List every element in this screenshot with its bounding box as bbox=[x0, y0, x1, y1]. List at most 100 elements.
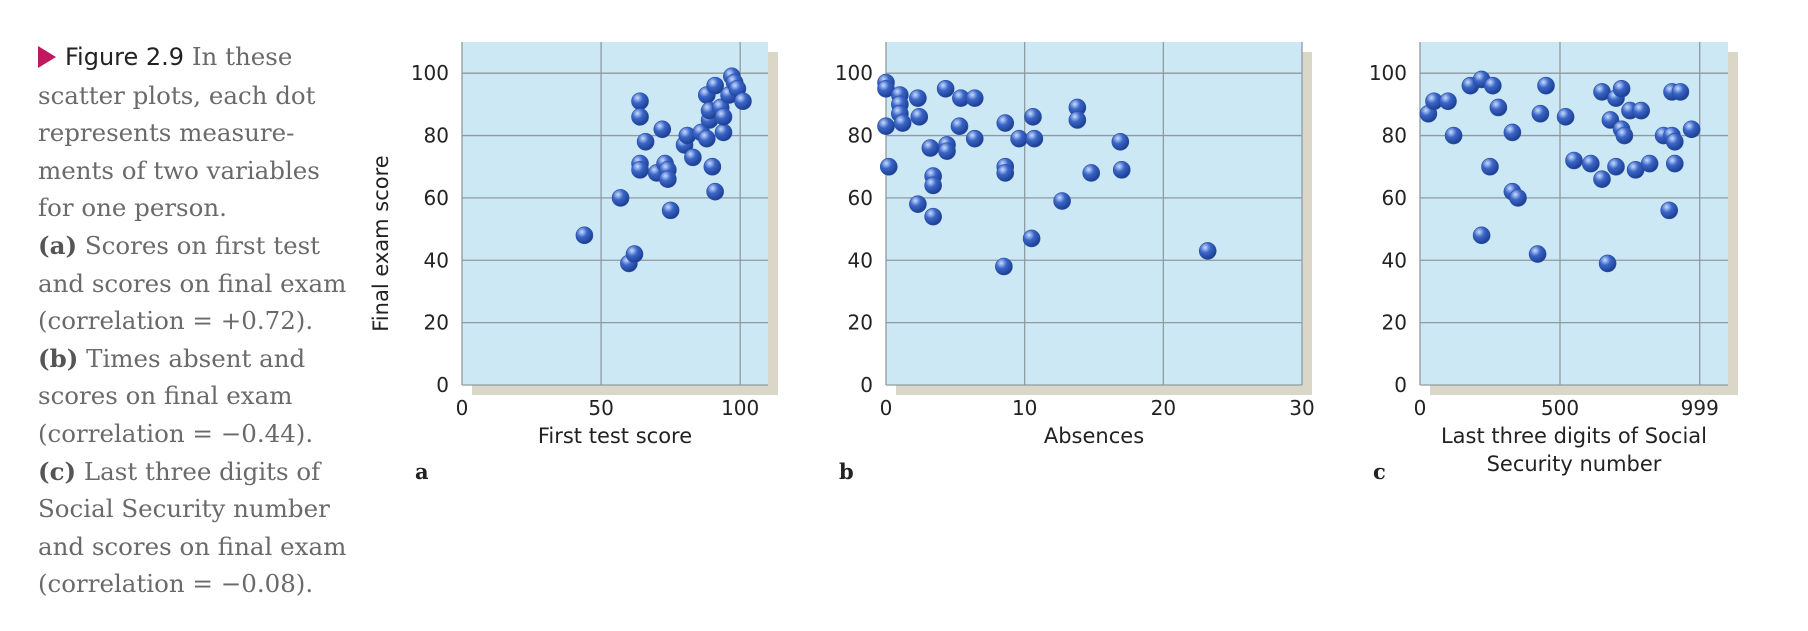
scatter-point bbox=[631, 92, 649, 111]
scatter-point bbox=[1068, 111, 1087, 129]
scatter-point bbox=[1010, 129, 1028, 148]
scatter-point bbox=[921, 139, 940, 157]
y-tick-label: 80 bbox=[848, 124, 873, 148]
scatter-point bbox=[1607, 157, 1625, 176]
plot-background bbox=[462, 42, 768, 385]
scatter-point bbox=[706, 182, 724, 201]
scatter-point bbox=[1531, 104, 1550, 123]
x-tick-label: 999 bbox=[1681, 396, 1719, 420]
y-tick-label: 20 bbox=[1382, 311, 1407, 335]
scatter-point bbox=[950, 117, 969, 135]
x-tick-label: 30 bbox=[1289, 396, 1314, 420]
y-tick-label: 80 bbox=[424, 124, 449, 148]
caption-part-b: (b) Times absent and scores on final exa… bbox=[38, 340, 358, 453]
scatter-point bbox=[1484, 76, 1502, 95]
scatter-point bbox=[661, 201, 680, 220]
scatter-panel-c: 0 20 40 60 80 100 0 500 999 Last three digits of … bbox=[1369, 42, 1738, 484]
scatter-point bbox=[965, 129, 984, 148]
x-tick-label: 0 bbox=[880, 396, 893, 420]
y-tick-label: 40 bbox=[848, 248, 873, 272]
y-tick-label: 40 bbox=[424, 248, 449, 272]
y-tick-label: 80 bbox=[1382, 124, 1407, 148]
scatter-point bbox=[910, 108, 929, 126]
scatter-point bbox=[909, 195, 927, 213]
caption-part-a: (a) Scores on first test and scores on f… bbox=[38, 227, 358, 340]
panel-label: a bbox=[415, 459, 429, 484]
caption-part-label: (b) bbox=[38, 343, 79, 373]
scatter-point bbox=[631, 108, 649, 126]
panel-label: b bbox=[839, 459, 854, 484]
scatter-point bbox=[703, 157, 722, 176]
scatter-point bbox=[1612, 79, 1631, 98]
scatter-point bbox=[965, 89, 984, 107]
scatter-point bbox=[1640, 154, 1659, 173]
scatter-point bbox=[938, 142, 956, 160]
x-tick-label: 0 bbox=[456, 396, 469, 420]
x-axis-label: Absences bbox=[1044, 424, 1144, 448]
scatter-point bbox=[1666, 132, 1684, 151]
scatter-point bbox=[611, 189, 630, 207]
caption-part-text: Last three digits of Social Security num… bbox=[38, 456, 347, 599]
scatter-point bbox=[1439, 92, 1457, 111]
scatter-point bbox=[996, 164, 1015, 182]
scatter-point bbox=[1582, 154, 1600, 173]
scatter-point bbox=[1444, 126, 1463, 145]
y-tick-label: 40 bbox=[1382, 248, 1407, 272]
scatter-point bbox=[1022, 229, 1041, 248]
scatter-point bbox=[995, 257, 1013, 276]
scatter-panel-a: 0 20 40 60 80 100 0 50 100 First test score Final … bbox=[369, 42, 778, 484]
scatter-point bbox=[1666, 154, 1684, 173]
y-tick-label: 60 bbox=[424, 186, 449, 210]
scatter-point bbox=[924, 207, 942, 226]
caption-part-c: (c) Last three digits of Social Security… bbox=[38, 453, 358, 603]
scatter-point bbox=[1682, 120, 1701, 139]
scatter-point bbox=[909, 89, 927, 107]
y-tick-label: 100 bbox=[411, 61, 449, 85]
y-tick-label: 100 bbox=[1369, 61, 1407, 85]
scatter-point bbox=[706, 76, 724, 95]
scatter-point bbox=[1472, 226, 1491, 245]
scatter-point bbox=[1111, 132, 1130, 151]
scatter-point bbox=[1565, 151, 1583, 170]
scatter-point bbox=[636, 132, 655, 151]
scatter-point bbox=[1024, 108, 1042, 126]
scatter-point bbox=[625, 245, 644, 263]
scatter-point bbox=[936, 79, 955, 98]
x-tick-label: 100 bbox=[721, 396, 759, 420]
scatter-point bbox=[631, 161, 649, 179]
scatter-point bbox=[1671, 83, 1690, 101]
scatter-point bbox=[1615, 126, 1634, 145]
figure-label: Figure 2.9 bbox=[65, 43, 185, 71]
x-tick-label: 0 bbox=[1414, 396, 1427, 420]
scatter-point bbox=[1598, 254, 1617, 273]
scatter-point bbox=[1053, 192, 1071, 210]
scatter-point bbox=[1489, 98, 1508, 117]
y-tick-label: 0 bbox=[1394, 373, 1407, 397]
y-tick-label: 20 bbox=[424, 311, 449, 335]
scatter-point bbox=[1593, 170, 1611, 188]
scatter-point bbox=[879, 157, 898, 176]
scatter-point bbox=[1198, 242, 1217, 260]
scatter-point bbox=[697, 129, 716, 148]
scatter-point bbox=[1632, 101, 1650, 120]
panel-label: c bbox=[1373, 459, 1386, 484]
caption-part-label: (a) bbox=[38, 230, 78, 260]
scatter-point bbox=[1025, 129, 1044, 148]
caption-part-text: Scores on first test and scores on final… bbox=[38, 230, 347, 336]
y-tick-label: 60 bbox=[848, 186, 873, 210]
caption-part-label: (c) bbox=[38, 456, 77, 486]
x-axis-label: First test score bbox=[538, 424, 692, 448]
scatter-point bbox=[877, 117, 895, 135]
scatter-point bbox=[1509, 189, 1527, 207]
scatter-point bbox=[575, 226, 594, 245]
scatter-point bbox=[714, 108, 733, 126]
y-tick-label: 0 bbox=[436, 373, 449, 397]
scatter-point bbox=[996, 114, 1015, 132]
figure-caption: Figure 2.9 In these scatter plots, each … bbox=[38, 38, 358, 603]
x-tick-label: 500 bbox=[1541, 396, 1579, 420]
y-tick-label: 60 bbox=[1382, 186, 1407, 210]
scatter-point bbox=[734, 92, 752, 111]
scatter-point bbox=[1528, 245, 1547, 263]
y-tick-label: 20 bbox=[848, 311, 873, 335]
